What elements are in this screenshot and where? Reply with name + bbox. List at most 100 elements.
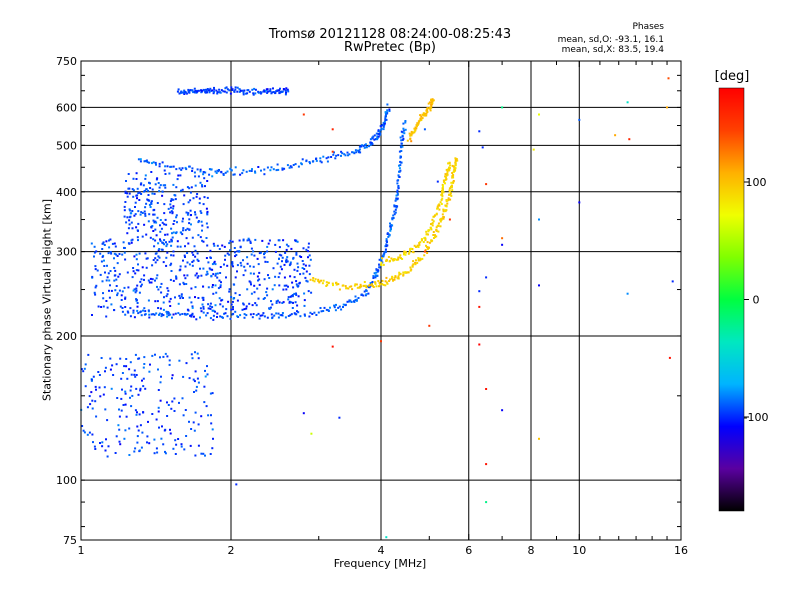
data-point	[175, 168, 178, 171]
data-point	[310, 291, 313, 294]
y-tick-label: 75	[63, 534, 77, 547]
data-point	[147, 420, 149, 423]
data-point	[435, 235, 438, 238]
data-point	[239, 173, 242, 176]
data-point	[197, 297, 200, 299]
data-point	[154, 300, 157, 303]
data-point	[213, 90, 215, 93]
data-point	[219, 91, 222, 94]
data-point	[262, 312, 265, 315]
data-point	[140, 278, 143, 281]
data-point	[389, 278, 391, 281]
chart-subtitle: RwPretec (Bp)	[343, 40, 437, 55]
data-point	[158, 162, 161, 165]
data-point	[384, 117, 387, 120]
data-point	[94, 265, 97, 268]
data-point	[154, 279, 156, 282]
data-point	[342, 306, 344, 308]
data-point	[184, 277, 187, 280]
data-point	[214, 263, 217, 266]
data-point	[252, 93, 255, 96]
data-point	[377, 129, 380, 132]
data-point	[163, 429, 166, 432]
data-point	[413, 244, 416, 247]
data-point	[381, 279, 384, 282]
data-point	[191, 357, 194, 360]
data-point	[305, 270, 308, 273]
data-point	[398, 271, 401, 274]
data-point	[148, 313, 151, 316]
data-point	[451, 164, 454, 167]
data-point	[332, 284, 334, 287]
data-point	[129, 315, 132, 318]
data-point	[350, 301, 353, 303]
data-point	[113, 252, 116, 255]
data-point	[159, 238, 161, 241]
data-point	[124, 258, 127, 261]
data-point	[202, 267, 205, 270]
data-point	[308, 315, 311, 318]
data-point	[267, 90, 270, 93]
data-point	[374, 138, 377, 141]
data-point	[196, 90, 199, 93]
data-point	[628, 138, 631, 141]
data-point	[87, 353, 90, 356]
data-point	[266, 287, 269, 290]
data-point	[331, 282, 334, 285]
data-point	[196, 252, 199, 255]
data-point	[403, 129, 406, 132]
data-point	[400, 139, 403, 142]
data-point	[440, 198, 443, 201]
data-point	[196, 193, 199, 195]
data-point	[186, 227, 189, 230]
data-point	[271, 316, 274, 319]
data-point	[159, 224, 161, 227]
data-point	[91, 407, 94, 410]
data-point	[231, 88, 234, 91]
data-point	[379, 132, 382, 135]
data-point	[235, 483, 238, 486]
data-point	[172, 223, 175, 225]
data-point	[228, 288, 231, 291]
data-point	[448, 193, 451, 196]
data-point	[180, 231, 183, 234]
data-point	[134, 272, 137, 275]
data-point	[93, 445, 96, 448]
data-point	[170, 198, 173, 201]
data-point	[183, 448, 186, 451]
data-point	[271, 91, 274, 94]
data-point	[115, 435, 118, 438]
data-point	[198, 197, 201, 200]
data-point	[185, 92, 188, 95]
colorbar-tick-label: 0	[753, 294, 760, 307]
data-point	[205, 257, 208, 259]
data-point	[119, 305, 122, 308]
data-point	[245, 170, 248, 173]
data-point	[181, 397, 184, 400]
data-point	[176, 245, 179, 248]
data-point	[306, 280, 309, 283]
data-point	[258, 252, 261, 255]
data-point	[189, 199, 192, 202]
data-point	[442, 188, 444, 191]
data-point	[362, 294, 365, 297]
data-point	[412, 260, 415, 263]
data-point	[343, 153, 346, 156]
data-point	[392, 214, 395, 217]
data-point	[445, 176, 447, 179]
data-point	[128, 454, 131, 456]
data-point	[179, 91, 182, 94]
data-point	[165, 245, 168, 248]
data-point	[131, 227, 134, 230]
data-point	[196, 276, 199, 279]
data-point	[157, 242, 160, 245]
data-point	[209, 453, 212, 455]
data-point	[137, 393, 140, 396]
data-point	[368, 286, 371, 289]
data-point	[376, 135, 379, 138]
data-point	[436, 180, 439, 183]
data-point	[195, 385, 198, 388]
data-point	[501, 237, 504, 240]
data-point	[134, 375, 137, 378]
data-point	[214, 310, 216, 313]
